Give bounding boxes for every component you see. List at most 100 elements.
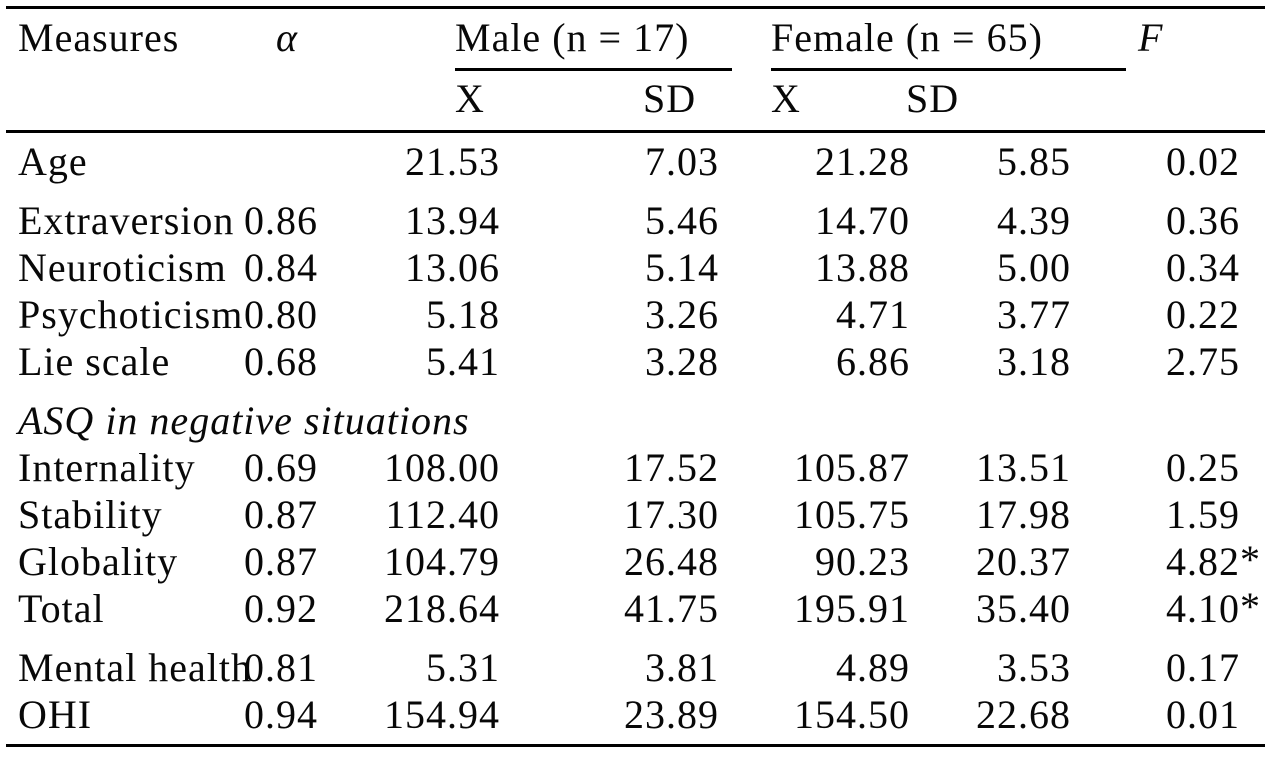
female-sd-value: 5.85 [997, 139, 1071, 184]
measures-column-header: Measures [18, 15, 180, 60]
male-mean-value: 108.00 [384, 445, 500, 490]
male-mean-value: 112.40 [385, 492, 500, 537]
male-mean-value: 154.94 [384, 692, 500, 737]
table-row: Lie scale 0.68 5.41 3.28 6.86 3.18 2.75 [0, 338, 1271, 385]
f-value: 0.17 [1076, 644, 1271, 691]
measure-label: Total [18, 586, 105, 631]
f-number: 0.25 [1166, 445, 1240, 490]
measure-label: Neuroticism [18, 245, 227, 290]
male-mean-value: 104.79 [384, 539, 500, 584]
alpha-value: 0.86 [244, 198, 318, 243]
bottom-rule [6, 744, 1265, 747]
f-number: 0.17 [1166, 645, 1240, 690]
male-mean-value: 13.94 [405, 198, 500, 243]
alpha-column-header: α [276, 15, 298, 60]
table-body: Age 21.53 7.03 21.28 5.85 0.02 Extraversion 0.8… [0, 138, 1271, 738]
f-value: 1.59 [1076, 491, 1271, 538]
f-number: 0.34 [1166, 245, 1240, 290]
f-value: 2.75 [1076, 338, 1271, 385]
f-number: 0.01 [1166, 692, 1240, 737]
alpha-value: 0.94 [244, 692, 318, 737]
f-value: 4.82 * [1076, 537, 1271, 585]
female-sd-value: 4.39 [997, 198, 1071, 243]
alpha-value: 0.92 [244, 586, 318, 631]
female-mean-value: 90.23 [815, 539, 910, 584]
significance-asterisk: * [1240, 584, 1261, 629]
female-mean-value: 4.71 [836, 292, 910, 337]
f-number: 2.75 [1166, 339, 1240, 384]
measure-label: OHI [18, 692, 93, 737]
male-mean-value: 5.41 [426, 339, 500, 384]
measure-label: Age [18, 139, 88, 184]
male-sd-value: 17.30 [624, 492, 719, 537]
alpha-value: 0.80 [244, 292, 318, 337]
table-row: Total 0.92 218.64 41.75 195.91 35.40 4.10 * [0, 584, 1271, 632]
f-number: 4.82 [1166, 539, 1240, 584]
f-value: 0.01 [1076, 691, 1271, 738]
female-mean-value: 154.50 [794, 692, 910, 737]
table-row: Stability 0.87 112.40 17.30 105.75 17.98 1.59 [0, 491, 1271, 538]
female-sd-value: 5.00 [997, 245, 1071, 290]
header-rule [6, 130, 1265, 133]
male-sd-value: 3.81 [645, 645, 719, 690]
female-sd-value: 3.18 [997, 339, 1071, 384]
f-number: 1.59 [1166, 492, 1240, 537]
measure-label: Psychoticism [18, 292, 244, 337]
female-mean-subheader: X [771, 76, 801, 121]
male-sd-value: 5.14 [645, 245, 719, 290]
male-sd-value: 17.52 [624, 445, 719, 490]
female-mean-value: 21.28 [815, 139, 910, 184]
female-sd-value: 13.51 [976, 445, 1071, 490]
f-value: 0.02 [1076, 138, 1271, 185]
male-mean-value: 5.31 [426, 645, 500, 690]
table-row: Internality 0.69 108.00 17.52 105.87 13.51 0.2… [0, 444, 1271, 491]
alpha-value: 0.81 [244, 645, 318, 690]
female-sd-value: 3.77 [997, 292, 1071, 337]
male-sd-value: 7.03 [645, 139, 719, 184]
male-sd-value: 41.75 [624, 586, 719, 631]
female-sd-value: 3.53 [997, 645, 1071, 690]
male-sd-value: 23.89 [624, 692, 719, 737]
f-number: 0.36 [1166, 198, 1240, 243]
table-row: Globality 0.87 104.79 26.48 90.23 20.37 4.82 * [0, 537, 1271, 585]
f-number: 0.02 [1166, 139, 1240, 184]
male-mean-subheader: X [455, 76, 485, 121]
female-mean-value: 105.87 [794, 445, 910, 490]
female-mean-value: 13.88 [815, 245, 910, 290]
female-mean-value: 14.70 [815, 198, 910, 243]
f-value: 4.10 * [1076, 584, 1271, 632]
female-group-header: Female (n = 65) [771, 15, 1043, 60]
male-sd-value: 3.26 [645, 292, 719, 337]
male-group-header: Male (n = 17) [455, 15, 690, 60]
table-row: Psychoticism 0.80 5.18 3.26 4.71 3.77 0.22 [0, 291, 1271, 338]
f-number: 0.22 [1166, 292, 1240, 337]
significance-asterisk: * [1240, 537, 1261, 582]
table-row: Neuroticism 0.84 13.06 5.14 13.88 5.00 0.34 [0, 244, 1271, 291]
alpha-value: 0.87 [244, 492, 318, 537]
alpha-value: 0.68 [244, 339, 318, 384]
measure-label: Mental health [18, 645, 253, 690]
male-mean-value: 218.64 [384, 586, 500, 631]
female-mean-value: 6.86 [836, 339, 910, 384]
f-value: 0.22 [1076, 291, 1271, 338]
female-mean-value: 195.91 [794, 586, 910, 631]
f-value: 0.25 [1076, 444, 1271, 491]
female-group-underline [771, 68, 1126, 71]
female-mean-value: 4.89 [836, 645, 910, 690]
alpha-value: 0.87 [244, 539, 318, 584]
female-sd-value: 20.37 [976, 539, 1071, 584]
table-row: Mental health 0.81 5.31 3.81 4.89 3.53 0.17 [0, 644, 1271, 691]
table-row: OHI 0.94 154.94 23.89 154.50 22.68 0.01 [0, 691, 1271, 738]
female-sd-value: 35.40 [976, 586, 1071, 631]
table-row: Extraversion 0.86 13.94 5.46 14.70 4.39 0.36 [0, 197, 1271, 244]
table-row: Age 21.53 7.03 21.28 5.85 0.02 [0, 138, 1271, 185]
f-value: 0.34 [1076, 244, 1271, 291]
male-mean-value: 21.53 [405, 139, 500, 184]
male-sd-value: 26.48 [624, 539, 719, 584]
measure-label: Extraversion [18, 198, 235, 243]
female-mean-value: 105.75 [794, 492, 910, 537]
top-rule [6, 6, 1265, 9]
measure-label: Internality [18, 445, 196, 490]
alpha-value: 0.84 [244, 245, 318, 290]
